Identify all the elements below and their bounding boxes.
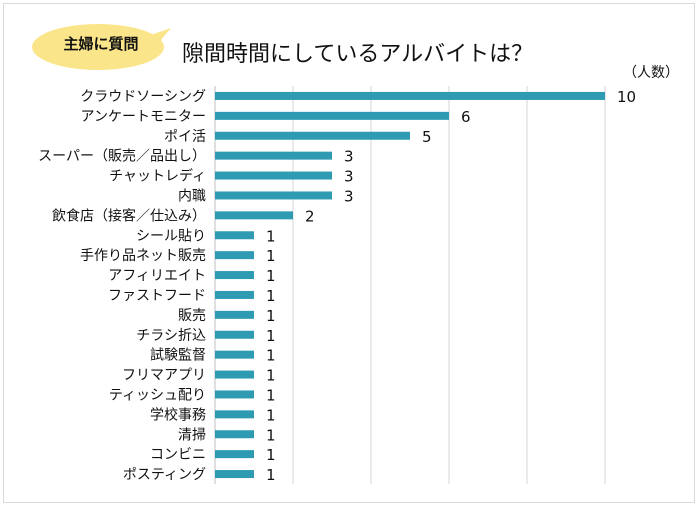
bar (215, 470, 254, 479)
category-label: アフィリエイト (108, 268, 206, 284)
category-label: 販売 (178, 308, 206, 324)
data-label: 1 (266, 327, 276, 345)
chart-title: 隙間時間にしているアルバイトは？ (182, 42, 534, 67)
bar (215, 91, 605, 100)
bar (215, 410, 254, 419)
data-label: 2 (305, 207, 315, 225)
bar (215, 151, 332, 160)
data-label: 1 (266, 386, 276, 404)
category-label: 飲食店（接客／仕込み） (52, 207, 206, 224)
bar (215, 370, 254, 379)
bar (215, 171, 332, 180)
data-label: 10 (617, 88, 636, 106)
data-label: 1 (266, 446, 276, 464)
data-label: 6 (461, 108, 471, 126)
data-label: 3 (344, 148, 354, 166)
chart-frame (3, 3, 695, 503)
category-label: コンビニ (150, 447, 206, 463)
category-label: ファストフード (108, 288, 206, 304)
category-label: アンケートモニター (81, 109, 206, 125)
question-badge (32, 24, 171, 70)
category-label: ポイ活 (164, 129, 206, 145)
data-label: 1 (266, 267, 276, 285)
data-label: 1 (266, 426, 276, 444)
data-label: 3 (344, 168, 354, 186)
category-label: 学校事務 (150, 406, 206, 423)
bar (215, 430, 254, 439)
bar (215, 231, 254, 240)
bar (215, 290, 254, 299)
category-label: 試験監督 (150, 347, 206, 364)
badge-label: 主婦に質問 (63, 35, 139, 53)
category-label: 手作り品ネット販売 (80, 248, 206, 264)
badge-bubble (32, 24, 164, 70)
category-label: 清掃 (178, 426, 206, 443)
bar (215, 191, 332, 200)
category-label: チラシ折込 (136, 328, 206, 344)
category-label: スーパー（販売／品出し） (38, 149, 206, 165)
category-label: 内職 (178, 188, 206, 204)
badge-tail (148, 28, 171, 46)
data-label: 1 (266, 247, 276, 265)
data-label: 1 (266, 287, 276, 305)
bar (215, 350, 254, 359)
category-label: シール貼り (136, 228, 206, 244)
bar (215, 251, 254, 260)
category-label: フリマアプリ (122, 368, 206, 384)
category-label: クラウドソーシング (80, 89, 206, 105)
bar (215, 450, 254, 459)
category-label: ポスティング (123, 467, 206, 483)
bar (215, 211, 293, 220)
bar (215, 271, 254, 280)
data-label: 1 (266, 367, 276, 385)
bar (215, 390, 254, 399)
bar (215, 330, 254, 339)
data-label: 1 (266, 227, 276, 245)
data-label: 5 (422, 128, 432, 146)
bar (215, 111, 449, 120)
data-label: 1 (266, 466, 276, 484)
data-label: 1 (266, 307, 276, 325)
data-label: 3 (344, 187, 354, 205)
category-label: チャットレディ (109, 168, 206, 185)
unit-label: （人数） (623, 65, 679, 81)
bar (215, 131, 410, 140)
data-label: 1 (266, 347, 276, 365)
data-label: 1 (266, 406, 276, 424)
bar (215, 310, 254, 319)
category-label: ティッシュ配り (109, 387, 206, 403)
